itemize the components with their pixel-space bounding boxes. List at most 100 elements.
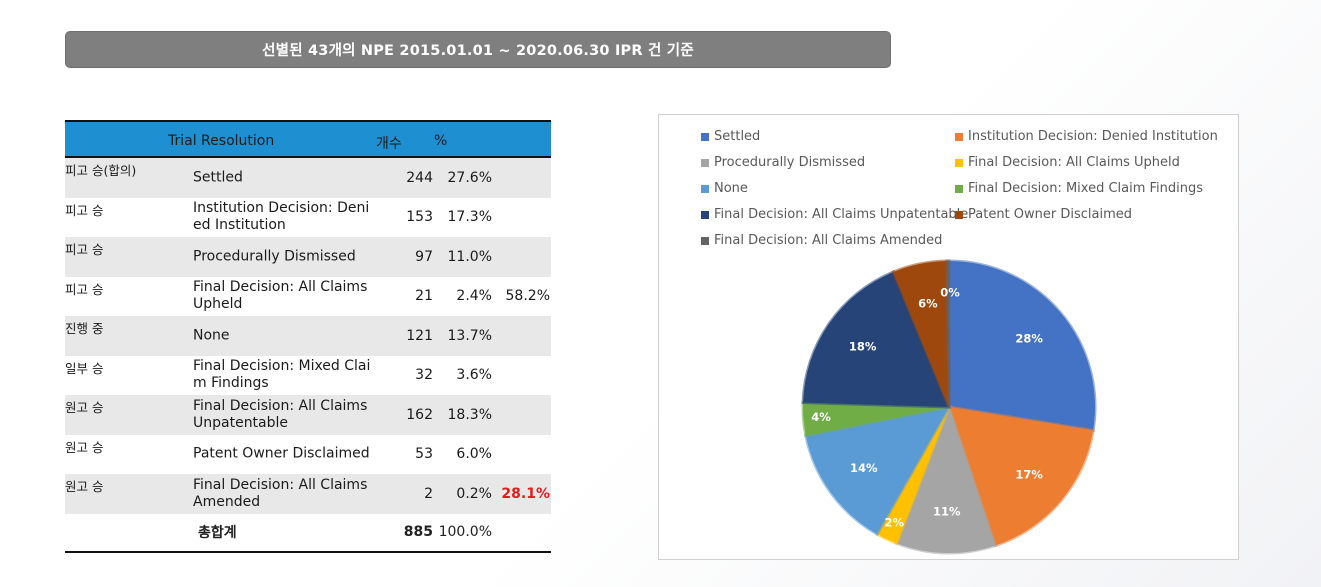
pie-slice — [945, 259, 951, 408]
total-label: 총합계 — [198, 525, 237, 541]
legend-label: Institution Decision: Denied Institution — [968, 129, 1218, 144]
legend-label: Final Decision: All Claims Upheld — [968, 155, 1180, 170]
row-resolution: Institution Decision: Denied Institution — [193, 200, 370, 234]
row-resolution: Procedurally Dismissed — [193, 248, 356, 265]
row-resolution: Final Decision: All Claims Unpatentable — [193, 397, 368, 431]
legend-item: Final Decision: All Claims Unpatentable — [701, 207, 968, 222]
row-count: 2 — [424, 485, 433, 502]
header-percent: % — [434, 133, 448, 149]
row-count: 97 — [415, 248, 433, 265]
resolution-table: Trial Resolution 개수 % 피고 승(합의) Settled 244… — [65, 120, 551, 553]
legend-item: Patent Owner Disclaimed — [955, 207, 1132, 222]
row-count: 244 — [406, 169, 433, 186]
legend-item: Final Decision: Mixed Claim Findings — [955, 181, 1203, 196]
legend-swatch — [955, 158, 963, 167]
legend-label: Final Decision: All Claims Unpatentable — [714, 207, 969, 222]
legend-swatch — [701, 184, 709, 193]
row-resolution: Final Decision: Mixed Claim Findings — [193, 358, 371, 392]
table-row: 원고 승 Final Decision: All Claims Unpatenta… — [65, 395, 551, 435]
row-percent: 3.6% — [456, 367, 492, 384]
legend-item: Institution Decision: Denied Institution — [955, 129, 1218, 144]
legend-swatch — [701, 210, 709, 219]
legend-item: Final Decision: All Claims Amended — [701, 233, 942, 248]
table-row: 원고 승 Patent Owner Disclaimed 53 6.0% — [65, 435, 551, 475]
legend-item: Final Decision: All Claims Upheld — [955, 155, 1180, 170]
row-percent: 6.0% — [456, 446, 492, 463]
legend-swatch — [955, 132, 963, 141]
row-resolution: Patent Owner Disclaimed — [193, 445, 370, 462]
row-percent: 13.7% — [447, 327, 492, 344]
row-count: 32 — [415, 367, 433, 384]
legend-label: Final Decision: Mixed Claim Findings — [968, 181, 1204, 196]
header-count: 개수 — [376, 136, 402, 152]
pie-chart: 28% 17% 11% 2% 14% 4% 18% 6%0% — [801, 259, 1097, 555]
pie-data-label: 18% — [849, 340, 877, 354]
pie-data-label: 28% — [1015, 331, 1043, 345]
row-percent: 27.6% — [447, 169, 492, 186]
pie-data-label: 6% — [918, 297, 938, 311]
total-percent: 100.0% — [438, 524, 492, 540]
table-row: 피고 승 Institution Decision: Denied Institu… — [65, 198, 551, 238]
row-outcome: 진행 중 — [65, 321, 104, 336]
pie-data-label: 2% — [885, 516, 905, 530]
row-outcome: 피고 승 — [65, 281, 104, 297]
table-row: 일부 승 Final Decision: Mixed Claim Findings… — [65, 356, 551, 396]
row-outcome: 원고 승 — [65, 479, 104, 494]
legend-label: Final Decision: All Claims Amended — [714, 233, 943, 248]
row-group-percent: 28.1% — [501, 485, 550, 502]
row-resolution: Final Decision: All Claims Upheld — [193, 279, 368, 313]
row-group-percent: 58.2% — [505, 288, 550, 305]
legend-label: None — [714, 181, 748, 196]
legend-label: Procedurally Dismissed — [714, 155, 866, 170]
row-resolution: Settled — [193, 169, 243, 186]
table-row: 피고 승 Procedurally Dismissed 97 11.0% — [65, 237, 551, 277]
header-resolution: Trial Resolution — [168, 133, 275, 149]
row-count: 21 — [415, 288, 433, 305]
pie-data-label: 4% — [811, 410, 831, 424]
row-outcome: 피고 승 — [65, 242, 104, 257]
row-percent: 2.4% — [456, 288, 492, 305]
page-banner: 선별된 43개의 NPE 2015.01.01 ~ 2020.06.30 IPR… — [65, 31, 891, 68]
pie-data-label: 17% — [1015, 468, 1043, 482]
row-outcome: 원고 승 — [65, 439, 104, 455]
row-percent: 18.3% — [447, 406, 492, 423]
row-outcome: 일부 승 — [65, 360, 104, 376]
row-percent: 11.0% — [447, 248, 492, 265]
legend-label: Settled — [714, 129, 761, 144]
pie-chart-panel: Settled Institution Decision: Denied Inst… — [658, 114, 1239, 560]
legend-swatch — [955, 184, 963, 193]
table-header: Trial Resolution 개수 % — [65, 120, 551, 158]
legend-item: Procedurally Dismissed — [701, 155, 865, 170]
table-row: 피고 승(합의) Settled 244 27.6% — [65, 158, 551, 198]
row-count: 162 — [406, 406, 433, 423]
legend-swatch — [701, 236, 709, 245]
row-outcome: 원고 승 — [65, 400, 104, 415]
pie-slice — [804, 404, 952, 537]
pie-data-label: 14% — [850, 461, 878, 475]
legend-item: Settled — [701, 129, 760, 144]
legend-item: None — [701, 181, 748, 196]
row-resolution: Final Decision: All Claims Amended — [193, 476, 368, 510]
legend-label: Patent Owner Disclaimed — [968, 207, 1133, 222]
row-count: 153 — [406, 209, 433, 226]
legend-swatch — [701, 158, 709, 167]
table-body: 피고 승(합의) Settled 244 27.6% 피고 승 Institution D… — [65, 158, 551, 514]
table-total-row: 총합계 885 100.0% — [65, 514, 551, 553]
row-outcome: 피고 승 — [65, 202, 104, 218]
total-count: 885 — [403, 524, 433, 540]
legend-swatch — [955, 210, 963, 219]
row-resolution: None — [193, 327, 230, 344]
row-count: 53 — [415, 446, 433, 463]
table-row: 원고 승 Final Decision: All Claims Amended 2 0… — [65, 474, 551, 514]
pie-slice — [947, 259, 1097, 433]
table-row: 피고 승 Final Decision: All Claims Upheld 21 2… — [65, 277, 551, 317]
row-count: 121 — [406, 327, 433, 344]
pie-data-label: 11% — [933, 505, 961, 519]
legend-swatch — [701, 132, 709, 141]
chart-legend: Settled Institution Decision: Denied Inst… — [659, 115, 1238, 255]
pie-slice — [801, 270, 952, 409]
pie-data-label: 0% — [940, 286, 960, 300]
row-percent: 0.2% — [456, 485, 492, 502]
row-outcome: 피고 승(합의) — [65, 163, 137, 178]
pie-slice — [894, 402, 998, 555]
